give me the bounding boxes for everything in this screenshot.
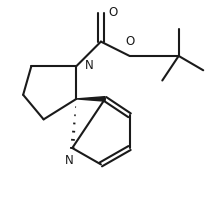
Polygon shape (76, 97, 105, 101)
Text: O: O (108, 6, 117, 20)
Text: O: O (125, 35, 134, 48)
Text: N: N (65, 154, 74, 167)
Text: N: N (85, 59, 93, 72)
